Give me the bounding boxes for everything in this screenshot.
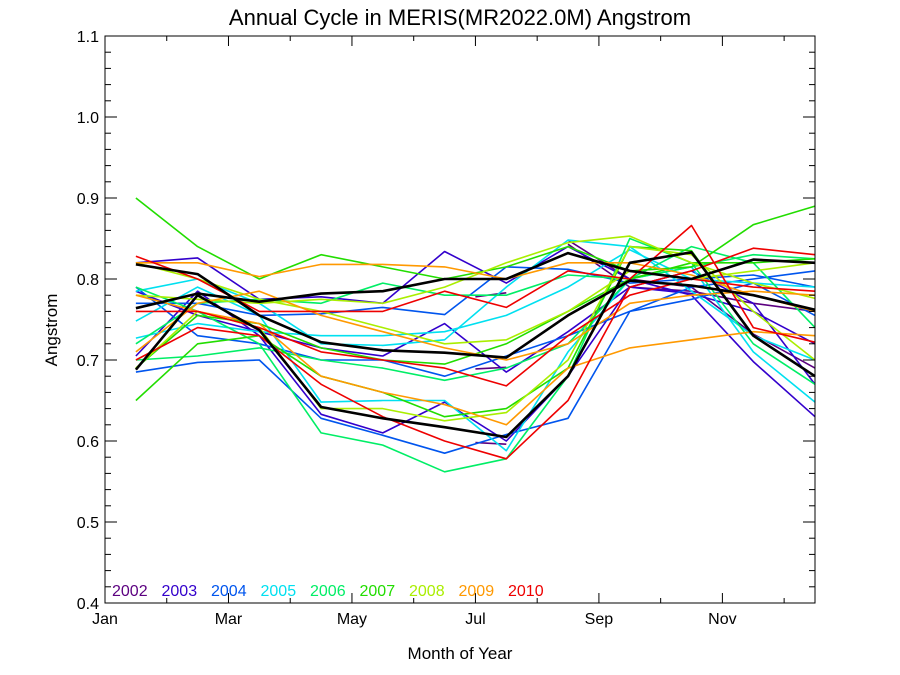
y-tick-label-3: 0.7 <box>77 353 99 370</box>
x-tick-label-5: Nov <box>708 611 736 628</box>
y-tick-label-7: 1.1 <box>77 29 99 46</box>
x-tick-label-2: May <box>337 611 367 628</box>
y-tick-label-6: 1.0 <box>77 110 99 127</box>
legend-item-2002: 2002 <box>112 583 148 600</box>
series-line-5 <box>135 245 816 418</box>
series-lines <box>134 197 816 473</box>
axis-ticks: Jan Mar May Jul Sep Nov 0.4 0.5 0.6 0.7 0.8 0.9 1.0 1… <box>77 29 815 628</box>
y-axis-label: Angstrom <box>42 294 61 367</box>
legend-item-2005: 2005 <box>261 583 297 600</box>
series-line-25 <box>135 294 816 426</box>
legend-item-2009: 2009 <box>459 583 495 600</box>
legend: 2002 2003 2004 2005 2006 2007 2008 2009 2010 <box>112 583 544 600</box>
legend-item-2003: 2003 <box>162 583 198 600</box>
legend-item-2010: 2010 <box>508 583 544 600</box>
x-tick-label-0: Jan <box>92 611 118 628</box>
legend-item-2004: 2004 <box>211 583 247 600</box>
y-tick-label-5: 0.9 <box>77 191 99 208</box>
y-tick-label-4: 0.8 <box>77 272 99 289</box>
mean-series-line-29 <box>135 251 816 310</box>
series-line-8 <box>135 282 816 455</box>
y-tick-label-2: 0.6 <box>77 434 99 451</box>
y-tick-label-1: 0.5 <box>77 515 99 532</box>
y-tick-label-0: 0.4 <box>77 596 99 613</box>
mean-series-line-31 <box>134 251 816 439</box>
series-line-26 <box>135 224 816 343</box>
chart-title: Annual Cycle in MERIS(MR2022.0M) Angstro… <box>229 5 691 30</box>
legend-item-2007: 2007 <box>360 583 396 600</box>
plot-area-frame <box>104 35 816 604</box>
x-axis-label: Month of Year <box>408 644 513 663</box>
x-tick-label-1: Mar <box>215 611 243 628</box>
mean-series-line-30 <box>135 263 816 359</box>
x-tick-label-4: Sep <box>585 611 614 628</box>
series-line-9 <box>135 270 816 378</box>
legend-item-2006: 2006 <box>310 583 346 600</box>
x-tick-label-3: Jul <box>465 611 485 628</box>
series-line-23 <box>135 261 816 313</box>
legend-item-2008: 2008 <box>409 583 445 600</box>
